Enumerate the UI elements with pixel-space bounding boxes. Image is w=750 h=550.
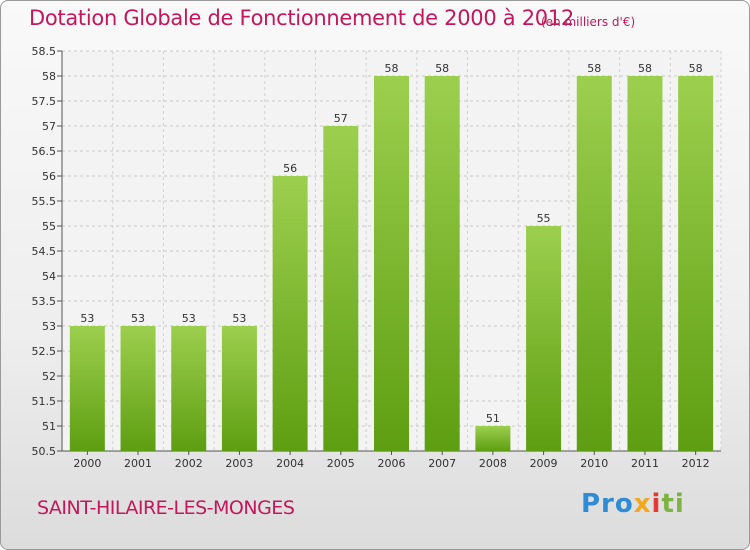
x-tick-label-2006: 2006 — [378, 457, 406, 470]
y-tick-label: 51 — [42, 420, 56, 433]
proxiti-logo[interactable]: Proxiti — [581, 489, 685, 519]
labels: 53 2000 53 2001 53 2002 53 2003 56 2004 57 2005 58 20… — [73, 62, 709, 470]
bar-2006 — [374, 76, 409, 451]
axes: 50.5 51 51.5 52 52.5 53 53.5 54 54.5 55 55.5 56 56.5… — [32, 45, 721, 458]
y-tick-label: 52 — [42, 370, 56, 383]
data-label-2004: 56 — [283, 162, 297, 175]
data-label-2012: 58 — [689, 62, 703, 75]
y-tick-label: 55 — [42, 220, 56, 233]
x-tick-label-2004: 2004 — [276, 457, 304, 470]
data-label-2005: 57 — [334, 112, 348, 125]
logo-part-2: x — [633, 489, 652, 519]
bar-2008 — [475, 426, 511, 451]
bar-2005 — [323, 126, 359, 451]
data-label-2006: 58 — [385, 62, 399, 75]
logo-part-3: i — [651, 489, 662, 519]
data-label-2008: 51 — [486, 412, 500, 425]
bar-2002 — [171, 326, 207, 451]
x-tick-label-2010: 2010 — [580, 457, 608, 470]
bar-2001 — [120, 326, 156, 451]
y-tick-label: 57 — [42, 120, 56, 133]
data-label-2011: 58 — [638, 62, 652, 75]
y-tick-label: 53 — [42, 320, 56, 333]
chart-unit: (en milliers d'€) — [541, 15, 636, 29]
x-tick-label-2000: 2000 — [73, 457, 101, 470]
logo-part-1: Pro — [581, 489, 634, 519]
bar-2012 — [678, 76, 714, 451]
y-tick-label: 52.5 — [32, 345, 57, 358]
x-tick-label-2009: 2009 — [530, 457, 558, 470]
city-name: SAINT-HILAIRE-LES-MONGES — [37, 497, 295, 519]
x-tick-label-2012: 2012 — [682, 457, 710, 470]
bar-2009 — [526, 226, 562, 451]
bar-2007 — [424, 76, 460, 451]
x-tick-label-2005: 2005 — [327, 457, 355, 470]
y-tick-label: 53.5 — [32, 295, 57, 308]
x-tick-label-2011: 2011 — [631, 457, 659, 470]
y-tick-label: 55.5 — [32, 195, 57, 208]
logo-part-4: ti — [661, 489, 685, 519]
x-tick-label-2008: 2008 — [479, 457, 507, 470]
y-tick-label: 58.5 — [32, 45, 57, 58]
data-label-2000: 53 — [80, 312, 94, 325]
x-tick-label-2001: 2001 — [124, 457, 152, 470]
bar-2003 — [221, 326, 257, 451]
data-label-2010: 58 — [587, 62, 601, 75]
chart-title: Dotation Globale de Fonctionnement de 20… — [29, 6, 574, 30]
data-label-2003: 53 — [232, 312, 246, 325]
data-label-2001: 53 — [131, 312, 145, 325]
y-tick-label: 56.5 — [32, 145, 57, 158]
bar-2011 — [627, 76, 663, 451]
y-tick-label: 51.5 — [32, 395, 57, 408]
y-tick-label: 57.5 — [32, 95, 57, 108]
bar-2010 — [576, 76, 612, 451]
x-tick-label-2007: 2007 — [428, 457, 456, 470]
y-tick-label: 50.5 — [32, 445, 57, 458]
bar-2000 — [69, 326, 105, 451]
y-tick-label: 54 — [42, 270, 56, 283]
data-label-2009: 55 — [537, 212, 551, 225]
bars — [69, 76, 714, 451]
x-tick-label-2002: 2002 — [175, 457, 203, 470]
y-tick-label: 54.5 — [32, 245, 57, 258]
bar-2004 — [272, 176, 308, 451]
x-tick-label-2003: 2003 — [225, 457, 253, 470]
data-label-2002: 53 — [182, 312, 196, 325]
y-tick-label: 58 — [42, 70, 56, 83]
y-tick-label: 56 — [42, 170, 56, 183]
data-label-2007: 58 — [435, 62, 449, 75]
